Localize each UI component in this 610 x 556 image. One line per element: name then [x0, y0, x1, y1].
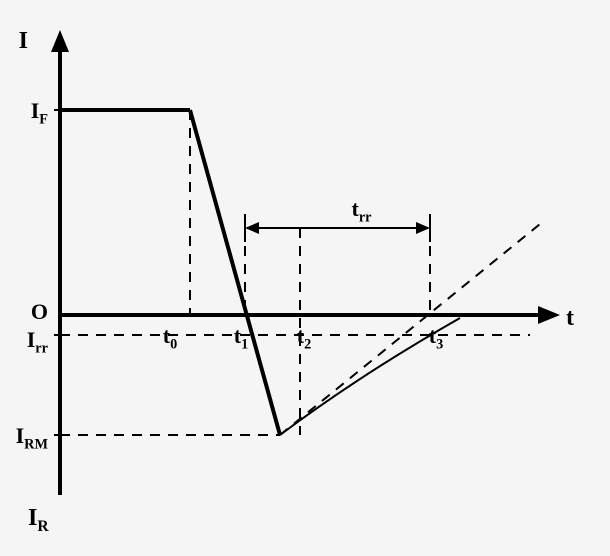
svg-text:O: O: [31, 299, 48, 324]
svg-text:I: I: [19, 28, 28, 54]
recovery-current-diagram: ItIRtrrIFOIrrIRMt0t1t2t3: [0, 0, 610, 556]
svg-text:t: t: [566, 305, 574, 331]
